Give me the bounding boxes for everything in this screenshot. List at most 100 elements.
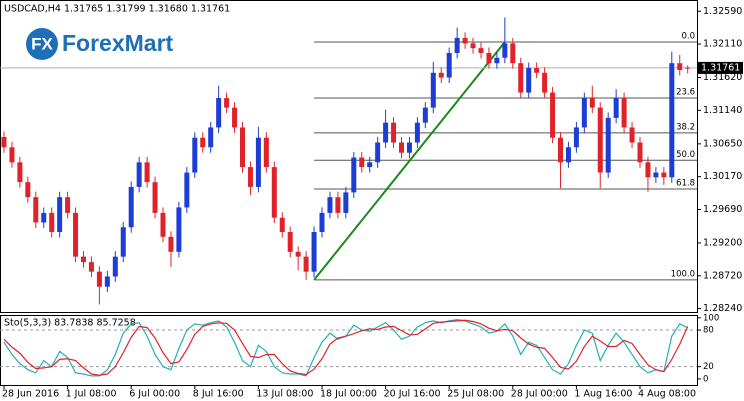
logo-circle (26, 28, 58, 60)
candle-body (160, 212, 166, 237)
x-tick-label: 8 Jul 16:00 (193, 389, 244, 400)
candle-body (168, 236, 174, 252)
candle-body (645, 162, 651, 178)
candle-body (33, 197, 39, 223)
candle-body (526, 67, 532, 93)
ind-tick-label: 100 (703, 313, 719, 323)
candle-body (120, 227, 126, 257)
candle-body (295, 251, 301, 257)
x-tick-label: 1 Jul 08:00 (66, 389, 117, 400)
candle-body (573, 127, 579, 148)
chart-header: USDCAD,H4 1.31765 1.31799 1.31680 1.3176… (4, 4, 230, 15)
candle-body (49, 212, 55, 233)
x-tick-label: 25 Jul 08:00 (447, 389, 504, 400)
candle-body (518, 63, 524, 93)
y-tick-label: 1.30650 (703, 138, 742, 149)
candle-body (319, 212, 325, 233)
candle-body (240, 127, 245, 168)
candle-body (81, 256, 86, 263)
y-tick-label: 1.31620 (703, 72, 742, 83)
candle-body (494, 57, 500, 64)
candle-body (41, 212, 47, 223)
candle-body (359, 157, 365, 168)
y-tick-label: 1.32590 (703, 6, 742, 17)
candle-body (399, 142, 404, 153)
candle-body (406, 142, 412, 153)
y-tick-label: 1.30170 (703, 171, 742, 182)
candle-body (73, 212, 79, 257)
candle-body (263, 137, 269, 168)
y-tick-label: 1.29200 (703, 237, 742, 248)
x-tick-label: 1 Aug 16:00 (574, 389, 632, 400)
logo: FX ForexMart (26, 28, 174, 60)
candle-body (208, 127, 214, 148)
fib-label: 50.0 (676, 150, 695, 160)
y-tick-label: 1.28720 (703, 270, 742, 281)
candle-body (621, 98, 627, 128)
candle-body (1, 137, 7, 148)
candle-body (558, 137, 563, 163)
x-tick-label: 6 Jul 00:00 (129, 389, 180, 400)
y-tick-label: 1.32110 (703, 39, 742, 50)
candle-body (542, 72, 548, 93)
candle-body (327, 197, 333, 213)
candle-body (486, 52, 492, 64)
candle-body (25, 182, 31, 198)
candle-body (216, 98, 222, 128)
indicator-label: Sto(5,3,3) 83.7838 85.7258 (4, 318, 136, 329)
x-tick-label: 28 Jun 2016 (2, 389, 59, 400)
candle-body (232, 107, 238, 128)
candle-body (637, 142, 643, 163)
candle-body (589, 98, 595, 108)
candle-body (629, 127, 635, 143)
ind-tick-label: 80 (703, 326, 714, 336)
logo-icon: FX (31, 34, 53, 53)
candle-body (446, 52, 452, 78)
candle-body (430, 72, 436, 108)
candle-body (255, 137, 261, 187)
y-tick-label: 1.29690 (703, 204, 742, 215)
candle-body (510, 43, 516, 64)
candle-body (335, 197, 341, 213)
candle-body (470, 43, 476, 49)
candle-body (112, 256, 118, 277)
candle-body (685, 67, 691, 69)
logo-text: ForexMart (62, 30, 174, 56)
candle-body (565, 147, 571, 163)
x-tick-label: 20 Jul 16:00 (384, 389, 441, 400)
x-tick-label: 18 Jul 00:00 (320, 389, 377, 400)
candle-body (661, 172, 667, 178)
fib-label: 61.8 (676, 178, 695, 188)
candle-body (17, 162, 23, 183)
ind-tick-label: 20 (703, 362, 714, 372)
candle-body (605, 117, 611, 173)
candle-body (9, 147, 15, 163)
candle-body (192, 137, 198, 173)
candle-body (343, 192, 349, 213)
y-tick-label: 1.31140 (703, 105, 742, 116)
ind-tick-label: 0 (703, 374, 708, 384)
candle-body (176, 207, 182, 252)
x-tick-label: 4 Aug 08:00 (638, 389, 696, 400)
candle-body (271, 167, 277, 218)
candle-body (391, 122, 397, 143)
fib-label: 23.6 (676, 88, 695, 98)
candle-body (581, 98, 587, 128)
candle-body (597, 107, 603, 173)
candle-body (303, 256, 309, 272)
candle-body (454, 37, 460, 53)
current-price-label: 1.31761 (701, 62, 740, 73)
candle-body (200, 137, 206, 148)
candle-body (128, 186, 134, 228)
candle-body (152, 182, 158, 213)
candle-body (669, 63, 675, 178)
candle-body (351, 157, 357, 193)
candle-body (136, 162, 142, 187)
candle-body (184, 172, 190, 208)
candle-body (224, 98, 230, 108)
candle-body (144, 162, 150, 183)
fib-trendline (313, 41, 506, 281)
x-tick-label: 28 Jul 00:00 (511, 389, 568, 400)
candle-body (478, 48, 484, 53)
